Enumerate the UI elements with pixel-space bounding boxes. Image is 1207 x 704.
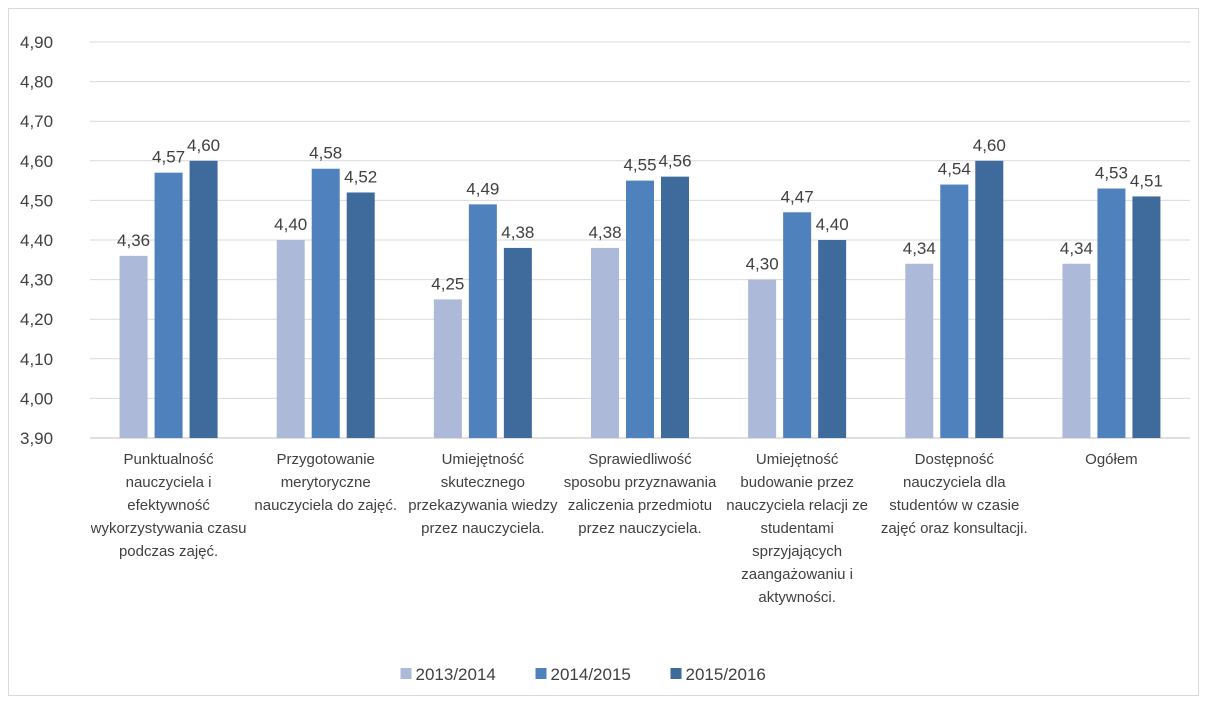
- value-label: 4,40: [274, 215, 307, 234]
- bar: [189, 160, 218, 439]
- bar: [1062, 263, 1091, 438]
- value-label: 4,49: [466, 179, 499, 198]
- value-label: 4,56: [658, 152, 691, 171]
- y-tick-label: 4,40: [20, 231, 53, 250]
- value-label: 4,53: [1095, 164, 1128, 183]
- bar: [503, 247, 532, 438]
- value-label: 4,52: [344, 167, 377, 186]
- value-label: 4,60: [973, 136, 1006, 155]
- legend-label: 2013/2014: [416, 665, 496, 684]
- y-tick-label: 4,60: [20, 152, 53, 171]
- value-label: 4,30: [746, 255, 779, 274]
- legend-swatch: [535, 668, 547, 679]
- bar: [940, 184, 969, 438]
- x-tick-label: Ogółem: [1085, 451, 1138, 468]
- bar: [818, 240, 847, 438]
- bar: [433, 299, 462, 438]
- value-label: 4,58: [309, 144, 342, 163]
- legend-swatch: [400, 668, 412, 679]
- x-tick-label-box: Umiejętność skutecznego przekazywania wi…: [408, 451, 558, 537]
- value-label: 4,38: [588, 223, 621, 242]
- bar: [975, 160, 1004, 439]
- bar: [748, 279, 777, 438]
- y-tick-label: 4,50: [20, 191, 53, 210]
- y-tick-label: 4,00: [20, 389, 53, 408]
- bar: [276, 240, 305, 438]
- value-label: 4,54: [938, 160, 971, 179]
- x-tick-label: Punktualność nauczyciela i efektywność w…: [90, 451, 247, 560]
- bar: [626, 180, 654, 438]
- bar: [1097, 188, 1126, 438]
- x-tick-label-box: Dostępność nauczyciela dla studentów w c…: [880, 451, 1028, 537]
- value-label: 4,60: [187, 136, 220, 155]
- x-tick-label: Przygotowanie merytoryczne nauczyciela d…: [254, 451, 397, 514]
- bar: [119, 255, 148, 438]
- y-tick-label: 4,80: [20, 73, 53, 92]
- x-tick-label-box: Punktualność nauczyciela i efektywność w…: [90, 451, 247, 560]
- x-tick-label-box: Umiejętność budowanie przez nauczyciela …: [726, 451, 868, 606]
- bar: [468, 204, 497, 438]
- bar: [661, 176, 689, 438]
- value-label: 4,51: [1130, 171, 1163, 190]
- value-label: 4,55: [623, 156, 656, 175]
- value-label: 4,34: [1060, 239, 1093, 258]
- bar: [154, 172, 183, 438]
- value-label: 4,38: [501, 223, 534, 242]
- legend-label: 2015/2016: [686, 665, 766, 684]
- legend-swatch: [670, 668, 682, 679]
- x-tick-label-box: Ogółem: [1085, 451, 1138, 468]
- bar: [905, 263, 934, 438]
- bar: [591, 247, 619, 438]
- bar: [783, 212, 812, 438]
- bar: [311, 168, 340, 438]
- value-label: 4,40: [816, 215, 849, 234]
- y-tick-label: 4,90: [20, 33, 53, 52]
- x-tick-label: Sprawiedliwość sposobu przyznawania zali…: [563, 451, 717, 537]
- y-tick-label: 3,90: [20, 429, 53, 448]
- x-tick-label: Umiejętność skutecznego przekazywania wi…: [408, 451, 558, 537]
- x-tick-label: Dostępność nauczyciela dla studentów w c…: [880, 451, 1028, 537]
- value-label: 4,47: [781, 187, 814, 206]
- value-label: 4,25: [431, 274, 464, 293]
- y-tick-label: 4,20: [20, 310, 53, 329]
- y-tick-label: 4,30: [20, 271, 53, 290]
- x-tick-label: Umiejętność budowanie przez nauczyciela …: [726, 451, 868, 606]
- x-tick-label-box: Przygotowanie merytoryczne nauczyciela d…: [254, 451, 397, 514]
- value-label: 4,34: [903, 239, 936, 258]
- bar: [1132, 196, 1161, 438]
- legend-label: 2014/2015: [551, 665, 631, 684]
- value-label: 4,36: [117, 231, 150, 250]
- y-tick-label: 4,70: [20, 112, 53, 131]
- bar: [346, 192, 375, 438]
- y-tick-label: 4,10: [20, 350, 53, 369]
- x-tick-label-box: Sprawiedliwość sposobu przyznawania zali…: [563, 451, 717, 537]
- value-label: 4,57: [152, 148, 185, 167]
